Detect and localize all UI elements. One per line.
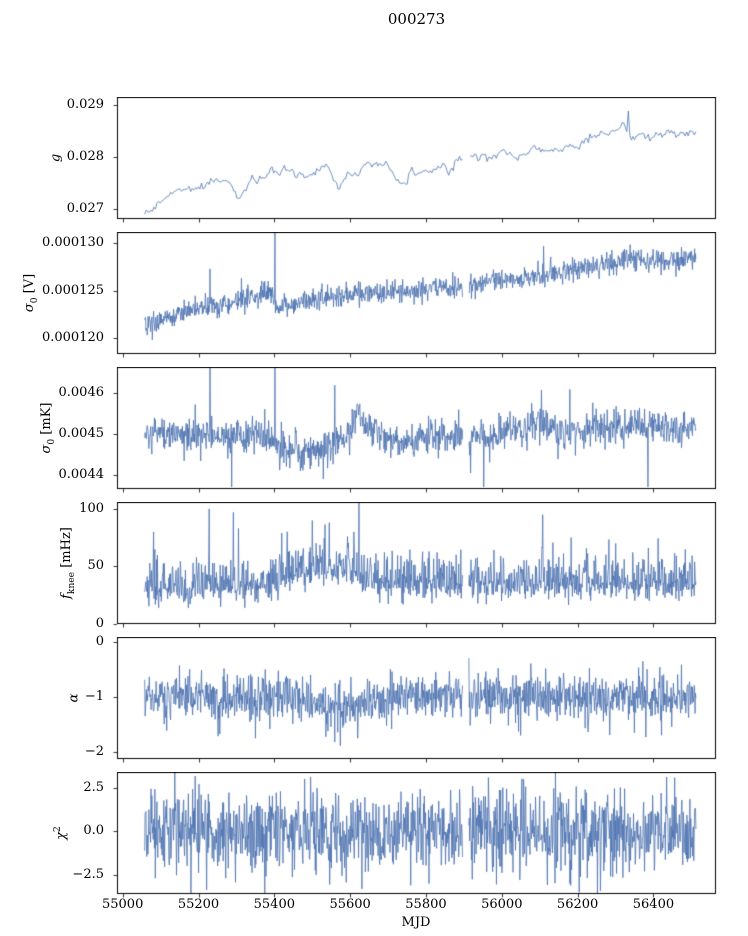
subplot-chi2: 2.5 0.0 −2.5 χ2 — [0, 772, 748, 900]
subplot-fknee: 0 50 100 fknee [mHz] — [0, 500, 748, 631]
x-tick-label: 56000 — [481, 897, 523, 912]
y-axis-title-segment: g — [48, 153, 64, 163]
y-tick-label: 0 — [95, 616, 104, 631]
y-tick-label: 2.5 — [83, 779, 104, 795]
y-tick-label: 0.000130 — [41, 235, 104, 251]
y-axis-title-segment: [mHz] — [59, 527, 75, 572]
y-axis-title-segment: σ — [38, 444, 54, 454]
panels-container: 0.027 0.028 0.029 g 0.000120 0.000125 0.000130… — [0, 97, 748, 907]
y-axis-title-segment: [V] — [22, 273, 38, 298]
x-tick-label: 55800 — [405, 897, 447, 912]
subplot-alpha: 0 −1 −2 α — [0, 634, 748, 765]
y-tick-label: −2.5 — [72, 866, 104, 882]
y-tick-label: 0.028 — [66, 148, 104, 164]
x-axis-labels: 55000 55200 55400 55600 55800 56000 56200 56400 — [0, 897, 748, 913]
x-axis-title: MJD — [401, 915, 431, 930]
y-axis-title-segment: 0 — [46, 438, 57, 445]
y-axis-title-sigma0-mk: σ0 [mK] — [39, 403, 57, 454]
y-tick-label: 0 — [95, 634, 104, 650]
plot-canvas-sigma0-mk — [112, 367, 721, 495]
y-tick-label: −2 — [84, 743, 104, 759]
x-tick-label: 55600 — [329, 897, 371, 912]
y-tick-label: 0.000125 — [41, 282, 104, 298]
x-tick-label: 56200 — [556, 897, 599, 912]
y-tick-label: 0.0045 — [58, 426, 105, 442]
y-axis-title-segment: f — [59, 594, 75, 599]
y-axis-title-segment: σ — [22, 303, 38, 313]
x-tick-label: 55200 — [177, 897, 220, 912]
y-tick-label: 50 — [87, 558, 104, 574]
y-tick-label: 0.027 — [66, 200, 104, 216]
plot-canvas-fknee — [112, 502, 721, 630]
y-axis-title-segment: χ — [54, 831, 70, 840]
y-tick-label: 0.0 — [83, 823, 104, 839]
y-axis-title-alpha: α — [66, 694, 81, 703]
y-axis-title-segment: 0 — [29, 297, 40, 304]
y-tick-label: 0.0046 — [58, 385, 105, 401]
subplot-sigma0-mk: 0.0044 0.0045 0.0046 σ0 [mK] — [0, 367, 748, 495]
y-axis-title-segment: [mK] — [38, 402, 54, 439]
y-axis-title-segment: α — [66, 693, 82, 703]
y-tick-label: 100 — [79, 500, 104, 516]
subplot-g: 0.027 0.028 0.029 g — [0, 96, 748, 225]
y-axis-title-sigma0-v: σ0 [V] — [22, 274, 40, 312]
figure-title: 000273 — [387, 10, 446, 28]
y-tick-label: 0.0044 — [58, 466, 105, 482]
x-tick-label: 55400 — [253, 897, 295, 912]
y-axis-title-fknee: fknee [mHz] — [59, 527, 77, 599]
y-axis-title-segment: 2 — [53, 826, 64, 832]
x-tick-label: 55000 — [101, 897, 144, 912]
x-tick-label: 56400 — [632, 897, 675, 912]
plot-canvas-alpha — [112, 637, 721, 765]
subplot-sigma0-v: 0.000120 0.000125 0.000130 σ0 [V] — [0, 232, 748, 360]
y-axis-title-g: g — [48, 154, 63, 162]
y-axis-title-chi2: χ2 — [53, 826, 69, 840]
plot-canvas-g — [112, 97, 721, 225]
plot-canvas-sigma0-v — [112, 232, 721, 360]
y-tick-label: 0.000120 — [41, 329, 104, 345]
plot-canvas-chi2 — [112, 772, 721, 900]
y-tick-label: −1 — [84, 689, 104, 705]
y-tick-label: 0.029 — [66, 96, 104, 112]
y-axis-title-segment: knee — [66, 571, 77, 595]
